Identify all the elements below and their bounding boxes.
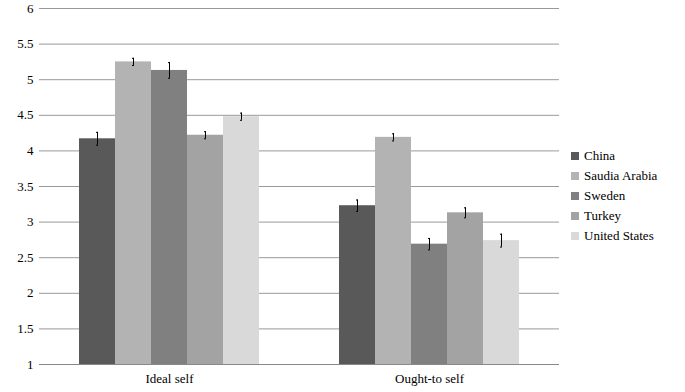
html-text:Sweden: Sweden xyxy=(584,188,626,203)
svg-text:2: 2 xyxy=(27,285,34,300)
svg-text:4: 4 xyxy=(27,143,34,158)
html-text:China: China xyxy=(584,148,616,163)
svg-text:1: 1 xyxy=(27,357,34,372)
svg-text:Ought-to self: Ought-to self xyxy=(395,371,465,386)
svg-text:6: 6 xyxy=(27,1,34,16)
html-text:Saudia Arabia: Saudia Arabia xyxy=(584,168,658,183)
svg-text:3: 3 xyxy=(27,214,34,229)
svg-text:3.5: 3.5 xyxy=(17,179,33,194)
svg-text:1.5: 1.5 xyxy=(17,321,33,336)
svg-text:5.5: 5.5 xyxy=(17,36,33,51)
html-text:Turkey: Turkey xyxy=(584,208,622,223)
svg-text:5: 5 xyxy=(27,72,34,87)
svg-text:Ideal self: Ideal self xyxy=(145,371,194,386)
html-text:United States: United States xyxy=(584,228,654,243)
svg-text:2.5: 2.5 xyxy=(17,250,33,265)
svg-text:4.5: 4.5 xyxy=(17,107,33,122)
